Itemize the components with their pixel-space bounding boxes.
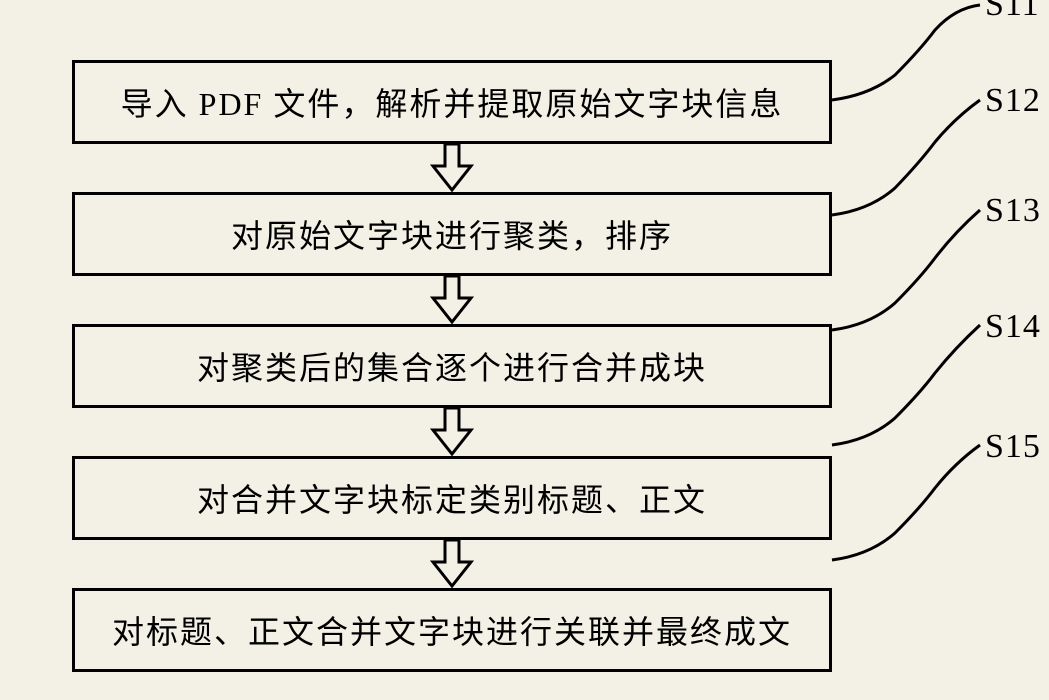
connector-3	[832, 210, 980, 330]
step-text-5: 对标题、正文合并文字块进行关联并最终成文	[112, 614, 792, 650]
arrow-4	[72, 540, 832, 588]
step-label-4: S14	[985, 308, 1041, 346]
step-text-1: 导入 PDF 文件，解析并提取原始文字块信息	[121, 86, 784, 122]
connector-1	[832, 5, 980, 100]
arrow-2	[72, 276, 832, 324]
flowchart-container: 导入 PDF 文件，解析并提取原始文字块信息 对原始文字块进行聚类，排序 对聚类…	[72, 60, 832, 672]
step-box-3: 对聚类后的集合逐个进行合并成块	[72, 324, 832, 408]
step-label-1: S11	[985, 0, 1040, 24]
step-label-3: S13	[985, 192, 1041, 230]
arrow-1	[72, 144, 832, 192]
step-text-3: 对聚类后的集合逐个进行合并成块	[197, 350, 707, 386]
step-label-5: S15	[985, 428, 1041, 466]
connector-4	[832, 325, 980, 445]
step-text-4: 对合并文字块标定类别标题、正文	[197, 482, 707, 518]
arrow-3	[72, 408, 832, 456]
step-box-1: 导入 PDF 文件，解析并提取原始文字块信息	[72, 60, 832, 144]
step-box-2: 对原始文字块进行聚类，排序	[72, 192, 832, 276]
connector-2	[832, 100, 980, 215]
step-box-4: 对合并文字块标定类别标题、正文	[72, 456, 832, 540]
step-label-2: S12	[985, 82, 1041, 120]
step-text-2: 对原始文字块进行聚类，排序	[231, 218, 673, 254]
step-box-5: 对标题、正文合并文字块进行关联并最终成文	[72, 588, 832, 672]
connector-5	[832, 445, 980, 560]
